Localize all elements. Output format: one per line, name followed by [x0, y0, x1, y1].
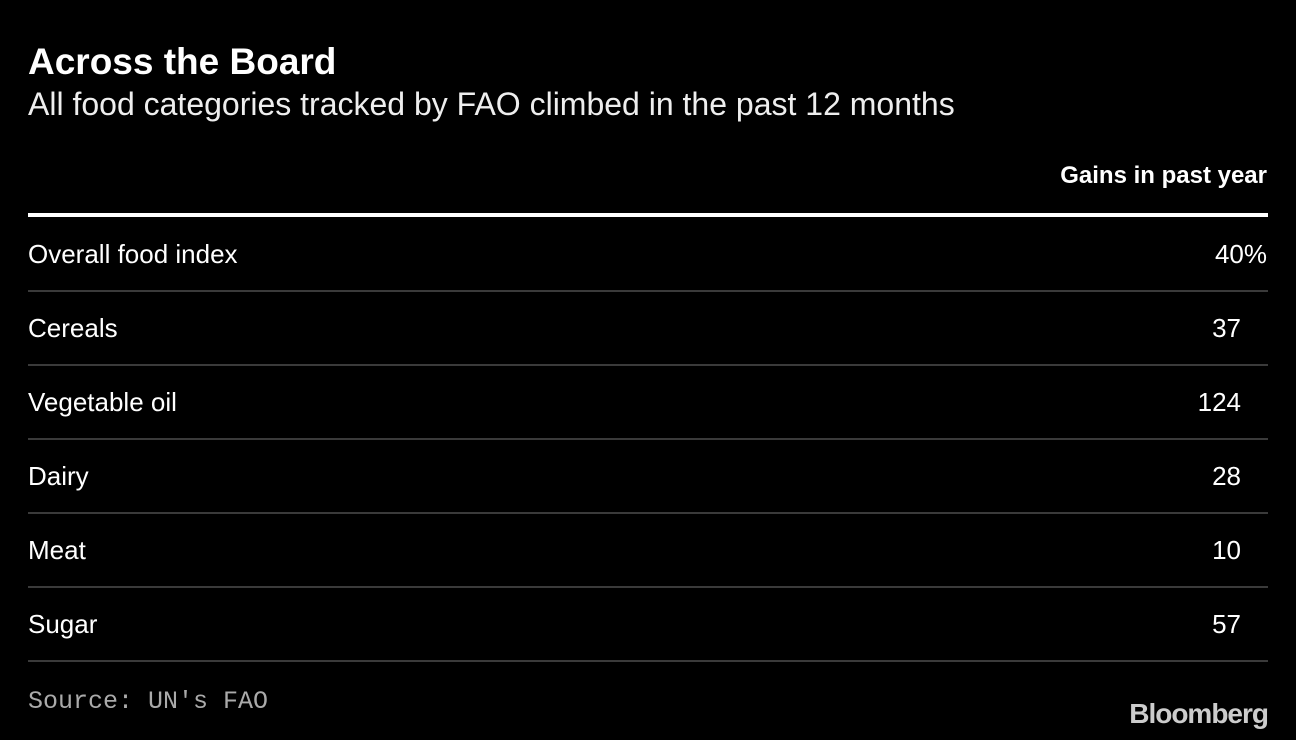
header-rule — [28, 213, 1268, 217]
row-value: 37 — [1212, 313, 1241, 343]
brand: Bloomberg — [1129, 698, 1269, 729]
row-rule — [28, 290, 1268, 292]
row-value: 124 — [1197, 387, 1241, 417]
row-rule — [28, 660, 1268, 662]
row-value: 10 — [1212, 535, 1241, 565]
row-value: 40% — [1214, 239, 1267, 269]
row-label: Vegetable oil — [28, 387, 177, 417]
row-label: Sugar — [28, 609, 98, 639]
row-rule — [28, 438, 1268, 440]
row-label: Meat — [28, 535, 86, 565]
row-rule — [28, 512, 1268, 514]
row-label: Dairy — [28, 461, 89, 491]
row-value: 28 — [1212, 461, 1241, 491]
row-label: Overall food index — [28, 239, 238, 269]
row-rule — [28, 586, 1268, 588]
row-value: 57 — [1212, 609, 1241, 639]
column-header: Gains in past year — [1060, 162, 1267, 189]
row-rule — [28, 364, 1268, 366]
source: Source: UN's FAO — [28, 687, 269, 716]
row-label: Cereals — [28, 313, 118, 343]
title: Across the Board — [28, 41, 337, 82]
subtitle: All food categories tracked by FAO climb… — [28, 86, 955, 122]
